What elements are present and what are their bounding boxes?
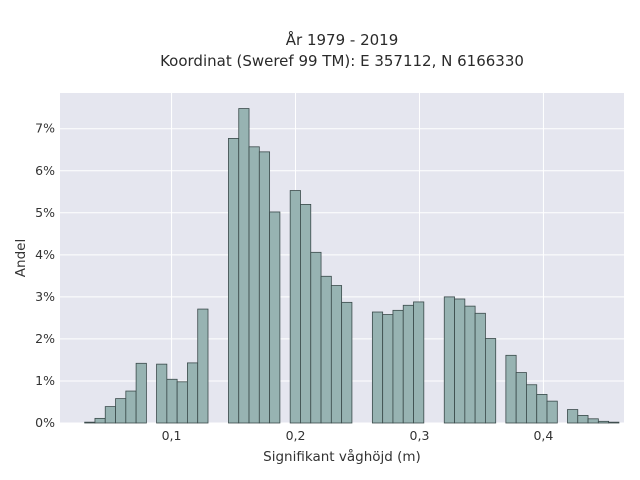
histogram-bar [330, 285, 343, 424]
histogram-bar [228, 138, 240, 424]
chart-title-line-1: År 1979 - 2019 [286, 30, 399, 49]
histogram-bar [115, 398, 127, 424]
histogram-bar [608, 421, 620, 424]
x-axis-ticks: 0,1 0,2 0,3 0,4 [162, 428, 554, 443]
histogram-bar [125, 390, 137, 424]
histogram-bar [197, 308, 209, 424]
histogram-bar [505, 354, 517, 424]
y-tick-label: 6% [35, 163, 55, 178]
x-axis-label: Signifikant våghöjd (m) [263, 448, 421, 465]
histogram-bar [187, 362, 199, 424]
histogram-bar [577, 415, 589, 424]
histogram-bar [526, 384, 538, 424]
histogram-bar [587, 418, 599, 424]
y-tick-label: 7% [35, 121, 55, 136]
y-axis-ticks: 0% 1% 2% 3% 4% 5% 6% 7% [35, 121, 55, 430]
histogram-bar [300, 204, 312, 424]
x-tick-label: 0,4 [533, 428, 553, 443]
histogram-bar [546, 400, 558, 424]
x-tick-label: 0,3 [410, 428, 430, 443]
histogram-bar [536, 394, 548, 424]
histogram-bar [464, 305, 476, 424]
histogram-bar [289, 190, 301, 424]
histogram-bar [392, 309, 404, 424]
histogram-bar [94, 417, 106, 424]
histogram-bar [258, 151, 271, 424]
histogram-bar [166, 378, 178, 424]
histogram-bar [248, 146, 260, 424]
histogram-bar [341, 301, 353, 424]
histogram-bar [443, 296, 455, 424]
y-axis-label: Andel [13, 239, 29, 277]
y-tick-label: 1% [35, 373, 55, 388]
bars [84, 108, 620, 424]
histogram-bar [269, 211, 281, 424]
y-tick-label: 5% [35, 205, 55, 220]
histogram-bar [371, 311, 384, 424]
histogram-bar [402, 304, 414, 424]
y-tick-label: 0% [35, 415, 55, 430]
y-tick-label: 2% [35, 331, 55, 346]
histogram-bar [320, 275, 332, 424]
histogram-bar [413, 301, 425, 424]
histogram-bar [156, 363, 168, 424]
y-tick-label: 4% [35, 247, 55, 262]
histogram-bar [238, 108, 250, 424]
histogram-bar [382, 314, 394, 424]
histogram-bar [176, 381, 188, 424]
histogram-bar [485, 338, 497, 424]
histogram-bar [474, 312, 486, 424]
histogram-bar [597, 420, 610, 424]
histogram-bar [84, 421, 96, 424]
y-tick-label: 3% [35, 289, 55, 304]
histogram-bar [567, 409, 579, 424]
x-tick-label: 0,1 [162, 428, 182, 443]
histogram-bar [135, 362, 147, 424]
chart-title-line-2: Koordinat (Sweref 99 TM): E 357112, N 61… [160, 52, 524, 70]
x-tick-label: 0,2 [286, 428, 306, 443]
histogram-bar [454, 298, 466, 424]
histogram-bar [515, 372, 527, 424]
histogram-bar [104, 406, 116, 424]
histogram-bar [310, 251, 322, 424]
